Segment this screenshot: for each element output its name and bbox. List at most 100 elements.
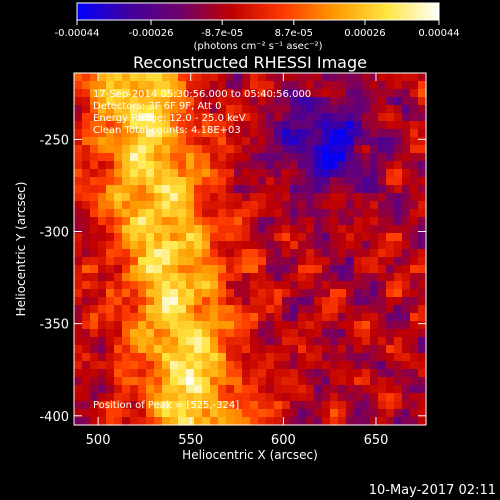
- heatmap-pixel: [242, 361, 251, 370]
- heatmap-pixel: [386, 185, 395, 194]
- heatmap-pixel: [226, 89, 235, 98]
- heatmap-pixel: [418, 161, 427, 170]
- heatmap-pixel: [194, 273, 203, 282]
- heatmap-pixel: [194, 249, 203, 258]
- heatmap-pixel: [394, 201, 403, 210]
- heatmap-pixel: [282, 241, 291, 250]
- heatmap-pixel: [306, 409, 315, 418]
- heatmap-pixel: [90, 89, 99, 98]
- heatmap-pixel: [114, 257, 123, 266]
- heatmap-pixel: [266, 273, 275, 282]
- heatmap-pixel: [234, 353, 243, 362]
- heatmap-pixel: [258, 161, 267, 170]
- heatmap-pixel: [386, 193, 395, 202]
- heatmap-pixel: [138, 169, 147, 178]
- heatmap-pixel: [218, 409, 227, 418]
- heatmap-pixel: [194, 145, 203, 154]
- heatmap-pixel: [346, 145, 355, 154]
- heatmap-pixel: [106, 353, 115, 362]
- heatmap-pixel: [210, 417, 219, 426]
- heatmap-pixel: [346, 177, 355, 186]
- heatmap-pixel: [234, 313, 243, 322]
- heatmap-pixel: [378, 321, 387, 330]
- heatmap-pixel: [394, 409, 403, 418]
- heatmap-pixel: [402, 97, 411, 106]
- heatmap-pixel: [410, 377, 419, 386]
- heatmap-pixel: [138, 137, 147, 146]
- heatmap-pixel: [234, 281, 243, 290]
- heatmap-pixel: [354, 265, 363, 274]
- heatmap-pixel: [274, 281, 283, 290]
- heatmap-pixel: [290, 409, 299, 418]
- heatmap-pixel: [330, 345, 339, 354]
- heatmap-pixel: [114, 105, 123, 114]
- heatmap-pixel: [138, 121, 147, 130]
- heatmap-pixel: [178, 385, 187, 394]
- heatmap-pixel: [82, 121, 91, 130]
- heatmap-pixel: [130, 297, 139, 306]
- heatmap-pixel: [218, 153, 227, 162]
- heatmap-pixel: [306, 305, 315, 314]
- heatmap-pixel: [250, 81, 259, 90]
- heatmap-pixel: [138, 209, 147, 218]
- heatmap-pixel: [122, 297, 131, 306]
- heatmap-pixel: [170, 129, 179, 138]
- heatmap-pixel: [242, 393, 251, 402]
- heatmap-pixel: [194, 417, 203, 426]
- heatmap-pixel: [322, 417, 331, 426]
- heatmap-pixel: [282, 89, 291, 98]
- heatmap-pixel: [242, 105, 251, 114]
- heatmap-pixel: [234, 401, 243, 410]
- heatmap-pixel: [122, 73, 131, 82]
- heatmap-pixel: [114, 313, 123, 322]
- heatmap-pixel: [394, 353, 403, 362]
- heatmap-pixel: [306, 321, 315, 330]
- heatmap-pixel: [266, 201, 275, 210]
- heatmap-pixel: [178, 209, 187, 218]
- heatmap-pixel: [98, 305, 107, 314]
- heatmap-pixel: [202, 369, 211, 378]
- heatmap-pixel: [258, 289, 267, 298]
- heatmap-pixel: [290, 401, 299, 410]
- heatmap-pixel: [362, 217, 371, 226]
- heatmap-pixel: [290, 137, 299, 146]
- heatmap-pixel: [210, 201, 219, 210]
- heatmap-pixel: [338, 337, 347, 346]
- heatmap-pixel: [338, 217, 347, 226]
- heatmap-pixel: [170, 217, 179, 226]
- heatmap-pixel: [290, 345, 299, 354]
- heatmap-pixel: [418, 401, 427, 410]
- heatmap-pixel: [210, 281, 219, 290]
- heatmap-pixel: [354, 209, 363, 218]
- heatmap-pixel: [306, 377, 315, 386]
- heatmap-pixel: [82, 217, 91, 226]
- heatmap-pixel: [370, 393, 379, 402]
- heatmap-pixel: [354, 169, 363, 178]
- heatmap-pixel: [354, 73, 363, 82]
- heatmap-pixel: [378, 185, 387, 194]
- heatmap-pixel: [162, 401, 171, 410]
- heatmap-pixel: [314, 225, 323, 234]
- heatmap-pixel: [354, 201, 363, 210]
- heatmap-pixel: [354, 337, 363, 346]
- heatmap-pixel: [242, 201, 251, 210]
- heatmap-pixel: [258, 353, 267, 362]
- heatmap-pixel: [226, 121, 235, 130]
- heatmap-pixel: [122, 121, 131, 130]
- heatmap-pixel: [162, 329, 171, 338]
- heatmap-pixel: [170, 145, 179, 154]
- heatmap-pixel: [346, 369, 355, 378]
- heatmap-pixel: [282, 113, 291, 122]
- heatmap-pixel: [346, 241, 355, 250]
- heatmap-pixel: [202, 337, 211, 346]
- heatmap-pixel: [386, 409, 395, 418]
- heatmap-pixel: [130, 393, 139, 402]
- heatmap-pixel: [306, 249, 315, 258]
- heatmap-pixel: [378, 337, 387, 346]
- heatmap-pixel: [314, 81, 323, 90]
- heatmap-pixel: [290, 185, 299, 194]
- heatmap-pixel: [98, 73, 107, 82]
- heatmap-pixel: [250, 393, 259, 402]
- heatmap-pixel: [338, 289, 347, 298]
- heatmap-pixel: [330, 289, 339, 298]
